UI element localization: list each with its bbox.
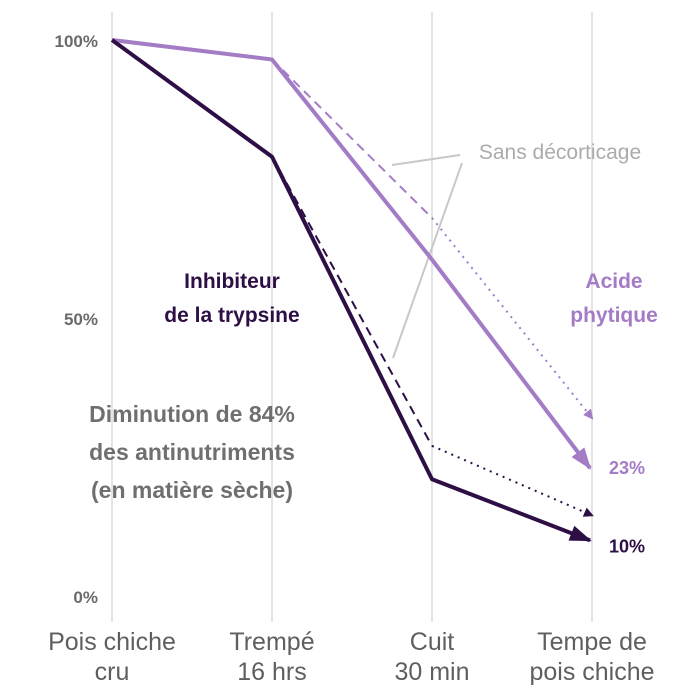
y-tick-label: 0% — [73, 588, 98, 607]
y-tick-label: 100% — [55, 32, 98, 51]
x-tick-label: Cuit — [410, 628, 455, 656]
vertical-gridlines — [111, 12, 593, 622]
no-dehulling-dashed-2 — [271, 156, 433, 447]
y-axis-ticks: 100% 50% 0% — [55, 32, 98, 607]
annotation-pointers — [391, 154, 463, 359]
chart-labels: Inhibiteur de la trypsine Acide phytique 23%… — [89, 141, 658, 556]
series-line-1 — [111, 38, 592, 470]
annotation-summary: (en matière sèche) — [91, 477, 293, 503]
annotation-no-dehulling: Sans décorticage — [479, 141, 641, 164]
series-line-2 — [110, 38, 592, 543]
series-name-phytic: Acide — [585, 270, 642, 293]
y-tick-label: 50% — [64, 310, 98, 329]
series-name-trypsin: de la trypsine — [164, 304, 299, 327]
series-lines — [110, 38, 592, 543]
x-tick-label: Tempe de — [537, 628, 647, 656]
x-tick-label: 16 hrs — [237, 658, 306, 686]
x-tick-label: Trempé — [229, 628, 314, 656]
annotation-summary: Diminution de 84% — [89, 401, 295, 427]
x-tick-label: cru — [95, 658, 130, 686]
x-tick-label: pois chiche — [529, 658, 654, 686]
end-label-phytic: 23% — [609, 458, 645, 478]
annotation-summary: des antinutriments — [89, 439, 295, 465]
x-tick-label: Pois chiche — [48, 628, 176, 656]
end-label-trypsin: 10% — [609, 536, 645, 556]
pointer-to-phytic-dashed — [391, 154, 461, 166]
series-name-phytic: phytique — [570, 304, 658, 327]
no-dehulling-dotted-2 — [431, 444, 594, 517]
no-dehulling-lines — [271, 58, 594, 517]
no-dehulling-dashed-1 — [271, 58, 433, 219]
series-name-trypsin: Inhibiteur — [184, 270, 280, 293]
pointer-to-trypsin-dashed — [392, 162, 463, 359]
no-dehulling-dotted-1 — [431, 217, 594, 420]
x-tick-label: 30 min — [394, 658, 469, 686]
